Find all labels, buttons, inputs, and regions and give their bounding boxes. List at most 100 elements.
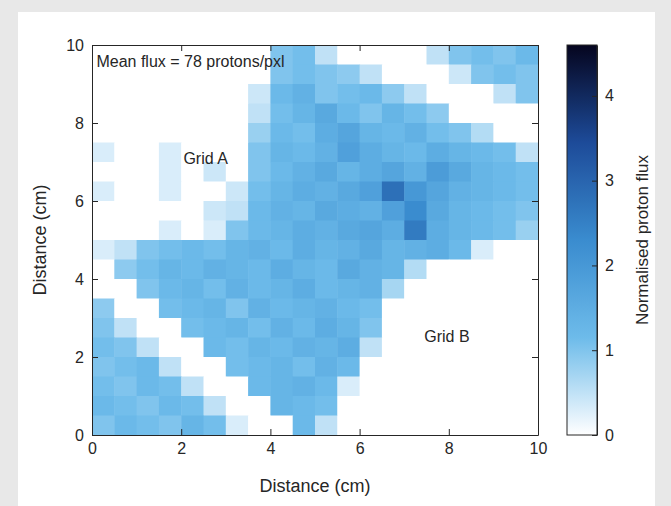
heatmap-cell <box>337 299 360 319</box>
heatmap-cell <box>181 84 204 104</box>
heatmap-cell <box>315 65 338 85</box>
heatmap-cell <box>159 221 182 241</box>
heatmap-cell <box>137 299 160 319</box>
heatmap-cell <box>382 123 405 143</box>
heatmap-cell <box>382 318 405 338</box>
heatmap-cell <box>92 182 115 202</box>
heatmap-cell <box>293 65 316 85</box>
heatmap-cell <box>382 299 405 319</box>
heatmap-cell <box>449 299 472 319</box>
heatmap-cell <box>248 123 271 143</box>
tick-mark <box>532 435 538 436</box>
heatmap-cell <box>270 299 293 319</box>
heatmap-cell <box>337 396 360 416</box>
heatmap-cell <box>204 416 227 436</box>
heatmap-cell <box>427 201 450 221</box>
heatmap-cell <box>270 84 293 104</box>
heatmap-cell <box>92 123 115 143</box>
heatmap-cell <box>159 240 182 260</box>
heatmap-cell <box>248 299 271 319</box>
heatmap-cell <box>427 123 450 143</box>
tick-label: 8 <box>75 115 84 132</box>
figure-frame <box>0 0 671 506</box>
axis-line <box>93 435 539 436</box>
heatmap-cell <box>404 240 427 260</box>
heatmap-cell <box>181 357 204 377</box>
heatmap-cell <box>248 416 271 436</box>
heatmap-cell <box>181 299 204 319</box>
heatmap-cell <box>471 260 494 280</box>
heatmap-cell <box>137 396 160 416</box>
heatmap-cell <box>449 162 472 182</box>
heatmap-cell <box>516 65 538 85</box>
heatmap-cell <box>427 182 450 202</box>
heatmap-cell <box>471 143 494 163</box>
heatmap-cell <box>471 221 494 241</box>
heatmap-cell <box>471 182 494 202</box>
heatmap-cell <box>137 143 160 163</box>
heatmap-cell <box>270 143 293 163</box>
tick-mark <box>92 201 98 202</box>
heatmap-cell <box>226 221 249 241</box>
heatmap-cell <box>516 338 538 358</box>
heatmap-cell <box>248 338 271 358</box>
heatmap-cell <box>516 240 538 260</box>
tick-mark <box>181 45 182 51</box>
heatmap-cell <box>137 182 160 202</box>
heatmap-cell <box>516 143 538 163</box>
heatmap-cell <box>337 182 360 202</box>
heatmap-cell <box>204 221 227 241</box>
heatmap-cell <box>516 357 538 377</box>
heatmap-cell <box>114 143 137 163</box>
heatmap-cell <box>181 201 204 221</box>
heatmap-cell <box>449 416 472 436</box>
heatmap-cell <box>360 299 383 319</box>
heatmap-cell <box>137 338 160 358</box>
heatmap-cell <box>248 162 271 182</box>
heatmap-cell <box>137 221 160 241</box>
heatmap-cell <box>315 299 338 319</box>
heatmap-cell <box>114 104 137 124</box>
heatmap-cell <box>315 162 338 182</box>
heatmap-cell <box>114 162 137 182</box>
heatmap-cell <box>137 104 160 124</box>
heatmap-cell <box>226 338 249 358</box>
tick-label: 8 <box>445 440 454 457</box>
heatmap-cell <box>226 260 249 280</box>
heatmap-cell <box>114 201 137 221</box>
x-axis-top <box>93 45 539 51</box>
heatmap-cell <box>226 143 249 163</box>
tick <box>532 435 538 436</box>
heatmap-cell <box>360 84 383 104</box>
heatmap-cell <box>404 143 427 163</box>
heatmap-cell <box>404 45 427 65</box>
tick-label: 6 <box>356 440 365 457</box>
heatmap-cell <box>516 396 538 416</box>
chart-svg: 02468100246810Distance (cm)Distance (cm)… <box>0 0 671 506</box>
heatmap-cell <box>315 377 338 397</box>
tick-mark <box>449 45 450 51</box>
tick-label: 6 <box>75 193 84 210</box>
heatmap-cell <box>360 240 383 260</box>
heatmap-cell <box>293 45 316 65</box>
heatmap-cell <box>293 84 316 104</box>
annotation: Grid B <box>424 328 469 345</box>
heatmap-cell <box>493 84 516 104</box>
heatmap-cell <box>337 201 360 221</box>
heatmap-cell <box>404 221 427 241</box>
heatmap-cell <box>427 377 450 397</box>
heatmap-cell <box>114 123 137 143</box>
heatmap-cell <box>427 279 450 299</box>
heatmap-cell <box>404 84 427 104</box>
chart-container: 02468100246810Distance (cm)Distance (cm)… <box>0 0 671 506</box>
heatmap-cell <box>159 201 182 221</box>
heatmap-cell <box>248 357 271 377</box>
heatmap-cell <box>471 377 494 397</box>
heatmap-cell <box>337 162 360 182</box>
heatmap-cell <box>360 279 383 299</box>
heatmap-cell <box>493 299 516 319</box>
heatmap-cell <box>270 338 293 358</box>
heatmap-cell <box>360 396 383 416</box>
heatmap-cell <box>293 123 316 143</box>
heatmap-cell <box>360 143 383 163</box>
